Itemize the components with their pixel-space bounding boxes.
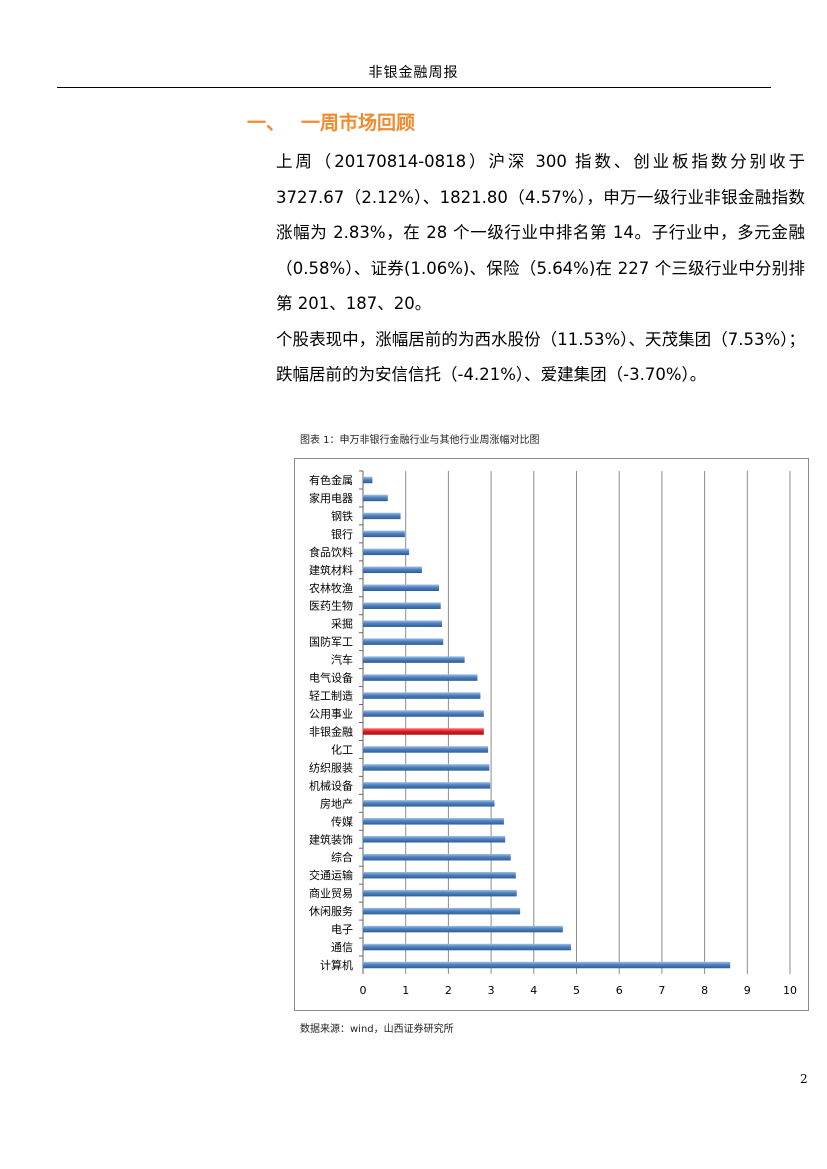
bar	[363, 548, 410, 556]
body-text: 上周（20170814-0818）沪深 300 指数、创业板指数分别收于 372…	[276, 144, 805, 393]
bar	[363, 584, 440, 592]
category-label: 交通运输	[309, 868, 353, 882]
category-label: 纺织服装	[309, 760, 353, 774]
category-label: 银行	[331, 527, 353, 541]
x-tick-label: 2	[445, 984, 452, 997]
category-label: 电子	[331, 923, 353, 936]
x-tick-label: 6	[616, 984, 623, 997]
bar	[363, 746, 489, 753]
bar	[363, 907, 521, 915]
section-number: 一、	[247, 112, 286, 134]
x-tick-label: 10	[783, 984, 797, 997]
section-title: 一周市场回顾	[301, 112, 416, 134]
bar	[363, 638, 444, 645]
bar	[363, 961, 731, 969]
paragraph: 个股表现中，涨幅居前的为西水股份（11.53%）、天茂集团（7.53%）；跌幅居…	[276, 329, 805, 385]
bar-highlight	[363, 728, 484, 735]
category-label: 农林牧渔	[309, 581, 353, 595]
x-tick-label: 9	[744, 984, 751, 997]
bar	[363, 602, 441, 609]
bar	[363, 871, 516, 879]
bar	[363, 889, 517, 897]
category-label: 通信	[331, 941, 353, 954]
category-label: 化工	[331, 742, 353, 756]
bar	[363, 566, 422, 574]
bar	[363, 943, 571, 951]
category-label: 钢铁	[331, 510, 353, 523]
bar	[363, 530, 405, 538]
category-label: 休闲服务	[309, 904, 353, 918]
category-label: 综合	[331, 850, 353, 864]
x-tick-label: 7	[658, 984, 665, 997]
category-label: 非银金融	[309, 724, 353, 738]
bar	[363, 853, 511, 861]
bar	[363, 800, 495, 807]
bar	[363, 476, 373, 484]
bar	[363, 512, 401, 520]
bar	[363, 818, 504, 825]
category-label: 建筑装饰	[309, 832, 353, 846]
page-number: 2	[800, 1072, 808, 1086]
category-label: 商业贸易	[309, 886, 353, 900]
x-tick-label: 5	[573, 984, 580, 997]
category-label: 国防军工	[309, 635, 353, 649]
x-tick-label: 8	[701, 984, 708, 997]
bar	[363, 782, 491, 789]
bar	[363, 710, 484, 717]
header-divider	[57, 87, 771, 88]
section-heading: 一、 一周市场回顾	[247, 108, 415, 135]
bar	[363, 836, 506, 843]
bar	[363, 674, 478, 681]
category-label: 有色金属	[309, 473, 353, 487]
chart-frame: 0 1 2 3 4 5 6 7 8 9 10 有色金属家用电器钢铁银行食品饮料建筑材料农林牧渔医药生物…	[294, 458, 809, 1011]
bar	[363, 656, 465, 663]
category-label: 机械设备	[309, 778, 353, 792]
category-label: 传媒	[331, 815, 353, 828]
x-tick-label: 3	[488, 984, 495, 997]
bar	[363, 692, 481, 699]
source-note: 数据来源：wind，山西证券研究所	[300, 1024, 454, 1035]
category-label: 电气设备	[309, 671, 353, 685]
report-title: 非银金融周报	[368, 65, 459, 81]
category-label: 采掘	[331, 617, 353, 631]
category-label: 房地产	[320, 796, 353, 810]
bar	[363, 620, 442, 627]
category-label: 家用电器	[309, 491, 353, 505]
category-label: 计算机	[320, 958, 353, 972]
bar	[363, 494, 388, 502]
category-label: 医药生物	[309, 599, 353, 613]
bar	[363, 925, 563, 933]
x-tick-label: 1	[402, 984, 409, 997]
category-label: 食品饮料	[309, 545, 353, 559]
bar	[363, 764, 490, 771]
category-label: 建筑材料	[309, 563, 353, 577]
category-label: 公用事业	[309, 708, 353, 721]
x-tick-label: 4	[530, 984, 537, 997]
paragraph: 上周（20170814-0818）沪深 300 指数、创业板指数分别收于 372…	[276, 152, 805, 313]
x-tick-label: 0	[360, 984, 367, 997]
category-label: 汽车	[331, 653, 353, 667]
bar-chart: 0 1 2 3 4 5 6 7 8 9 10 有色金属家用电器钢铁银行食品饮料建筑材料农林牧渔医药生物…	[309, 470, 797, 997]
figure-caption: 图表 1：申万非银行金融行业与其他行业周涨幅对比图	[300, 435, 540, 446]
category-label: 轻工制造	[309, 689, 353, 703]
